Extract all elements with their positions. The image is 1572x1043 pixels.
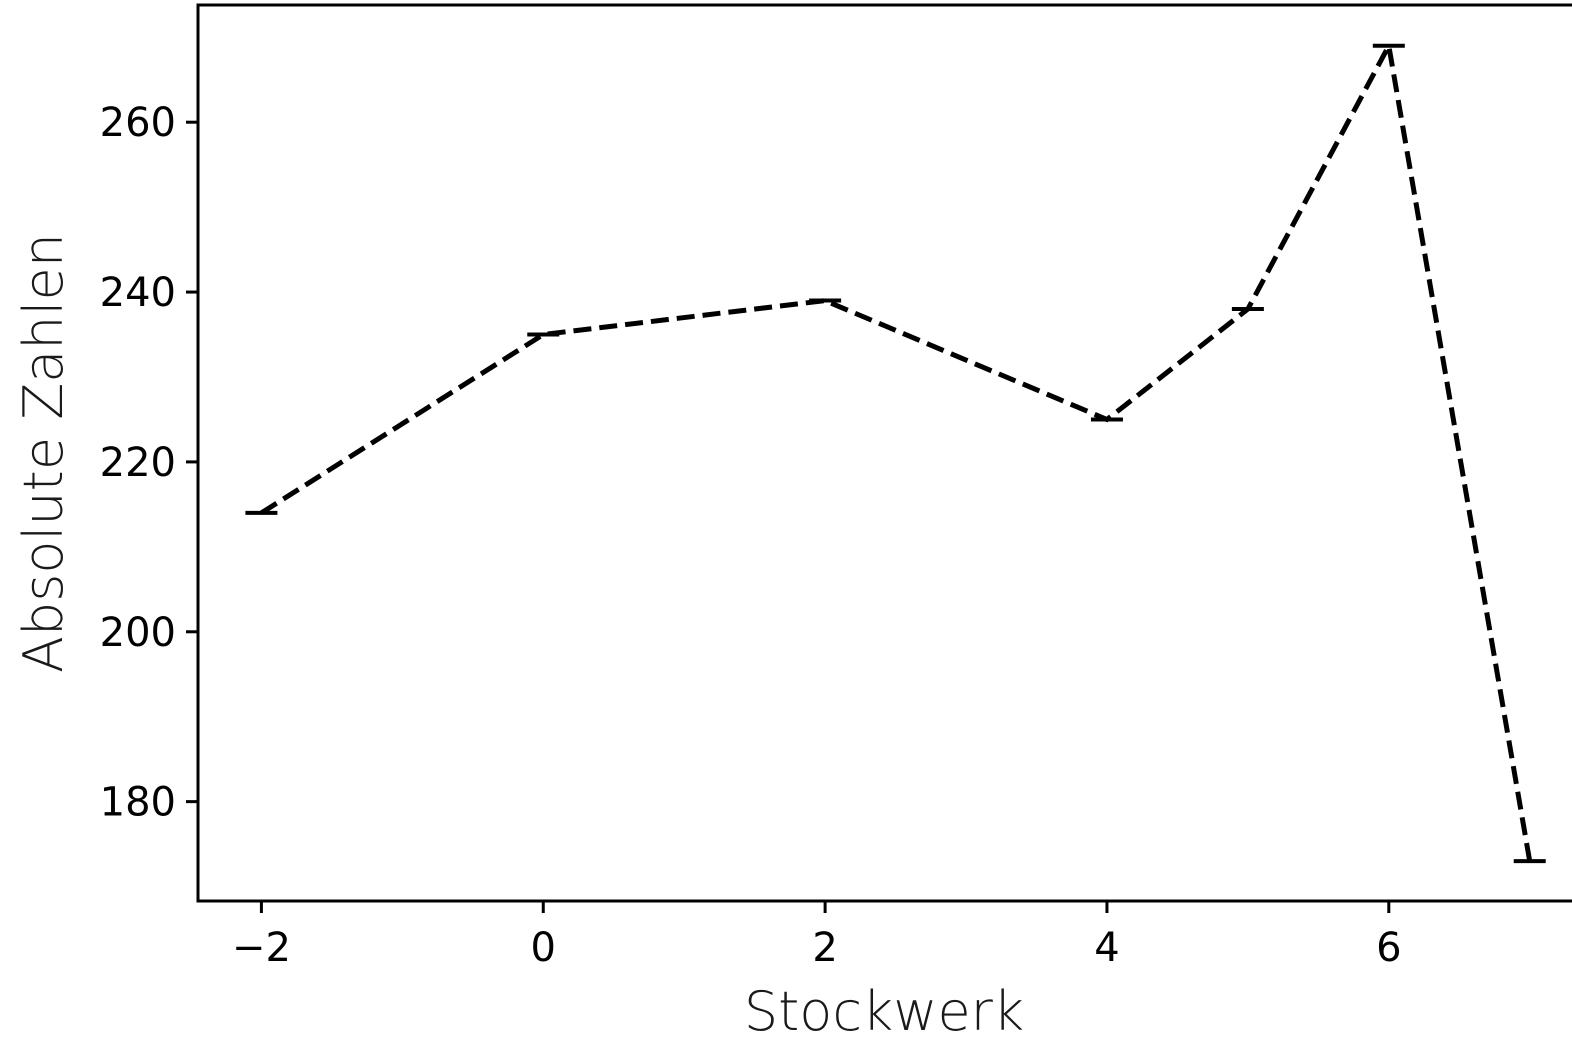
y-tick-label: 200 bbox=[100, 610, 176, 656]
x-tick-label: 4 bbox=[1094, 925, 1119, 971]
series-line bbox=[260, 38, 1533, 862]
x-tick-label: −2 bbox=[232, 925, 291, 971]
x-tick-label: 0 bbox=[531, 925, 556, 971]
axes-frame bbox=[196, 3, 1572, 903]
y-axis-label: Absolute Zahlen bbox=[12, 233, 75, 673]
plot-area bbox=[245, 38, 1546, 864]
y-tick-label: 260 bbox=[100, 100, 176, 146]
x-axis-label: Stockwerk bbox=[744, 980, 1024, 1043]
y-tick-label: 240 bbox=[100, 270, 176, 316]
y-axis: 180 200 220 240 260 bbox=[100, 100, 198, 826]
x-axis: −2 0 2 4 6 bbox=[232, 901, 1402, 971]
y-tick-label: 220 bbox=[100, 440, 176, 486]
x-tick-label: 2 bbox=[812, 925, 837, 971]
y-tick-label: 180 bbox=[100, 780, 176, 826]
x-tick-label: 6 bbox=[1376, 925, 1401, 971]
